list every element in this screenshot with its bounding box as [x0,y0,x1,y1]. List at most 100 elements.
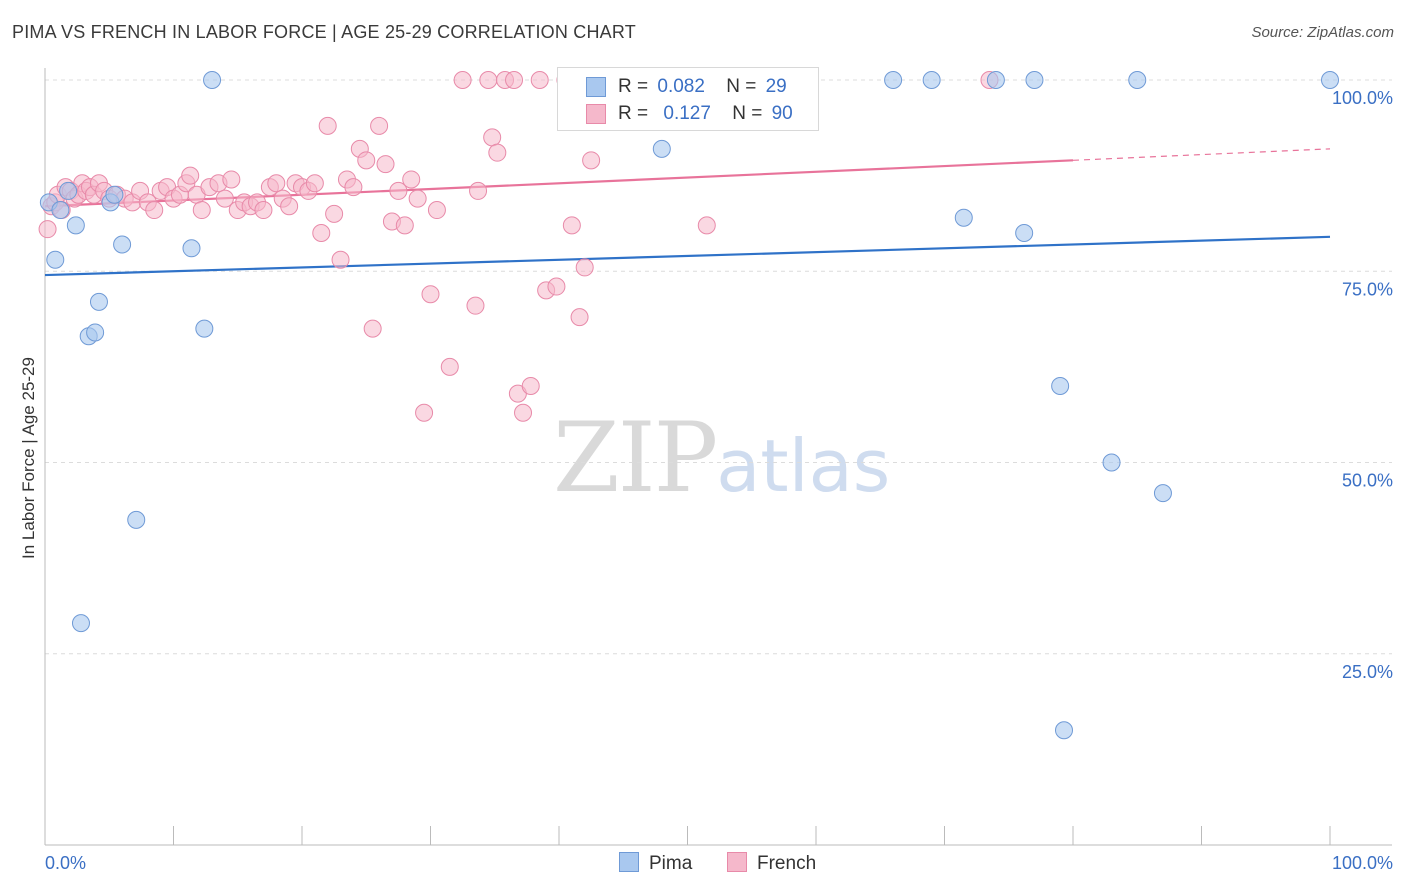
french-point [514,403,533,422]
y-tick-label: 75.0% [1342,279,1393,299]
french-point [376,155,395,174]
french-point [192,201,211,220]
french-point [280,197,299,216]
y-tick-label: 50.0% [1342,471,1393,491]
pima-point [66,216,85,235]
french-point [582,151,601,170]
french-point [312,224,331,242]
french-point [181,166,200,185]
bottom-pima-swatch [619,852,639,872]
french-n-label: N = [732,103,763,124]
pima-n-value: 29 [765,76,787,97]
french-point [395,216,414,235]
pima-point [195,319,214,338]
pima-point [46,250,65,269]
y-axis-title: In Labor Force | Age 25-29 [19,357,38,559]
pima-point [884,71,903,89]
pima-swatch [586,77,606,97]
french-point [427,201,446,220]
y-tick-label: 25.0% [1342,662,1393,682]
french-trend-extension [1072,148,1331,161]
grid-layer [45,79,1392,655]
french-point [318,116,337,135]
pima-point [954,208,973,227]
bottom-legend-french: French [727,852,816,875]
y-tick-label: 100.0% [1332,88,1393,108]
french-point [521,377,540,395]
french-swatch [586,104,606,124]
french-point [370,116,389,135]
pima-point [51,201,70,220]
pima-points [39,71,1339,740]
pima-point [1055,721,1074,740]
french-point [325,204,344,223]
pima-point [1051,377,1070,395]
pima-point [652,139,671,158]
french-points [38,71,999,422]
pima-r-value: 0.082 [657,76,705,97]
french-point [479,71,498,89]
pima-n-label: N = [726,76,757,97]
french-point [440,357,459,376]
bottom-legend-pima: Pima [619,852,692,875]
pima-point [1128,71,1147,89]
pima-point [59,181,78,200]
bottom-french-label: French [757,853,817,874]
french-point [331,250,350,269]
french-point [363,319,382,338]
french-point [505,71,524,89]
french-point [38,220,57,239]
french-point [466,296,485,315]
french-point [488,143,507,162]
pima-point [182,239,201,258]
pima-r-label: R = [618,76,649,97]
french-point [697,216,716,235]
pima-point [986,71,1005,89]
french-point [547,277,566,296]
pima-point [105,185,124,204]
axes-layer [44,68,1392,846]
pima-point [127,510,146,529]
pima-point [1015,224,1034,242]
stats-legend: R = 0.082 N = 29 R = 0.127 N = 90 [557,67,819,131]
french-point [408,189,427,208]
french-point [305,174,324,193]
pima-point [1153,484,1172,503]
french-point [357,151,376,170]
watermark-atlas: atlas [716,424,891,508]
pima-point [86,323,105,342]
french-point [483,128,502,147]
french-point [453,71,472,89]
pima-point [1321,71,1339,89]
pima-trend-line [44,235,1331,277]
pima-point [203,71,222,89]
pima-point [1102,453,1121,472]
tick-labels: 25.0% 50.0% 75.0% 100.0% 0.0% 100.0% In Labor … [19,88,1393,873]
french-point [389,181,408,200]
french-point [415,403,434,422]
french-r-label: R = [618,103,649,124]
french-point [145,201,164,220]
x-tick-label-max: 100.0% [1332,853,1393,873]
french-point [530,71,549,89]
french-point [421,285,440,304]
watermark-zip: ZIP [553,402,718,514]
pima-point [89,292,108,311]
pima-point [113,235,132,254]
x-tick-label-min: 0.0% [45,853,86,873]
french-point [469,181,488,200]
french-n-value: 90 [771,103,793,124]
french-point [344,178,363,197]
pima-point [71,614,90,633]
bottom-french-swatch [727,852,747,872]
french-point [215,189,234,208]
pima-point [922,71,941,89]
french-point [222,170,241,189]
bottom-pima-label: Pima [649,853,693,874]
french-point [254,201,273,220]
french-point [562,216,581,235]
french-point [570,308,589,327]
watermark: ZIPatlas [553,402,890,514]
french-point [575,258,594,277]
